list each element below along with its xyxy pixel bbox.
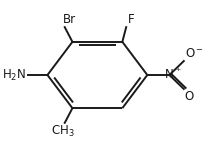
Text: N: N	[165, 69, 174, 81]
Text: O$^-$: O$^-$	[185, 47, 204, 60]
Text: Br: Br	[63, 13, 76, 26]
Text: F: F	[128, 13, 135, 26]
Text: H$_2$N: H$_2$N	[2, 68, 26, 82]
Text: CH$_3$: CH$_3$	[51, 124, 75, 140]
Text: O: O	[185, 90, 194, 103]
Text: $^+$: $^+$	[174, 66, 181, 75]
